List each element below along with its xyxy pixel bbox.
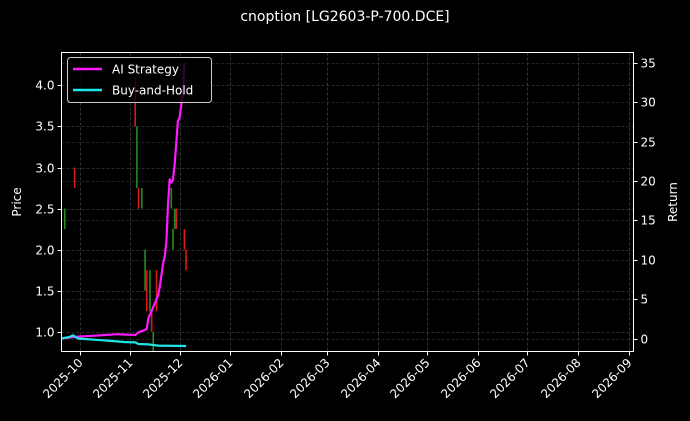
- x-axis: 2025-10 2025-11 2025-12 2026-01 2026-02 2026-…: [40, 351, 635, 401]
- x-tick-label: 2026-03: [287, 356, 332, 401]
- y-tick-label-left: 2.0: [35, 244, 54, 258]
- y-axis-right: 0 5 10 15 20 25 30 35: [633, 57, 656, 347]
- legend-box: [67, 57, 212, 103]
- y-tick-label-left: 4.0: [35, 79, 54, 93]
- y-tick-label-left: 3.5: [35, 120, 54, 134]
- plot-frame: [61, 52, 634, 352]
- x-tick-label: 2026-08: [538, 356, 583, 401]
- legend-label-ai-strategy: AI Strategy: [112, 63, 179, 77]
- legend-label-buy-and-hold: Buy-and-Hold: [112, 84, 193, 98]
- x-tick-label: 2026-09: [589, 356, 634, 401]
- y-axis-label-price: Price: [10, 187, 24, 216]
- y-tick-label-left: 1.5: [35, 285, 54, 299]
- chart-title: cnoption [LG2603-P-700.DCE]: [240, 9, 450, 25]
- y-tick-label-right: 25: [641, 136, 656, 150]
- y-tick-label-right: 35: [641, 57, 656, 71]
- y-tick-label-right: 15: [641, 214, 656, 228]
- x-tick-label: 2026-06: [438, 356, 483, 401]
- y-axis-label-return: Return: [666, 182, 680, 222]
- x-tick-label: 2026-04: [338, 356, 383, 401]
- grid-lines: [61, 52, 634, 352]
- series-line-buy-and-hold: [61, 334, 187, 348]
- y-axis-left: 1.0 1.5 2.0 2.5 3.0 3.5 4.0: [35, 79, 62, 340]
- series-lines: [61, 62, 187, 348]
- x-tick-label: 2026-02: [241, 356, 286, 401]
- y-tick-label-left: 1.0: [35, 326, 54, 340]
- x-tick-label: 2025-11: [90, 356, 135, 401]
- y-tick-label-right: 30: [641, 96, 656, 110]
- y-tick-label-left: 2.5: [35, 203, 54, 217]
- series-line-ai-strategy: [61, 62, 186, 340]
- y-tick-label-right: 5: [641, 293, 649, 307]
- x-tick-label: 2025-12: [140, 356, 185, 401]
- y-tick-label-left: 3.0: [35, 162, 54, 176]
- x-tick-label: 2026-01: [190, 356, 235, 401]
- x-tick-label: 2026-07: [487, 356, 532, 401]
- x-tick-label: 2025-10: [40, 356, 85, 401]
- y-tick-label-right: 0: [641, 333, 649, 347]
- x-tick-label: 2026-05: [387, 356, 432, 401]
- y-tick-label-right: 20: [641, 175, 656, 189]
- candlesticks: [63, 77, 187, 352]
- y-tick-label-right: 10: [641, 254, 656, 268]
- legend: AI Strategy Buy-and-Hold: [67, 57, 212, 103]
